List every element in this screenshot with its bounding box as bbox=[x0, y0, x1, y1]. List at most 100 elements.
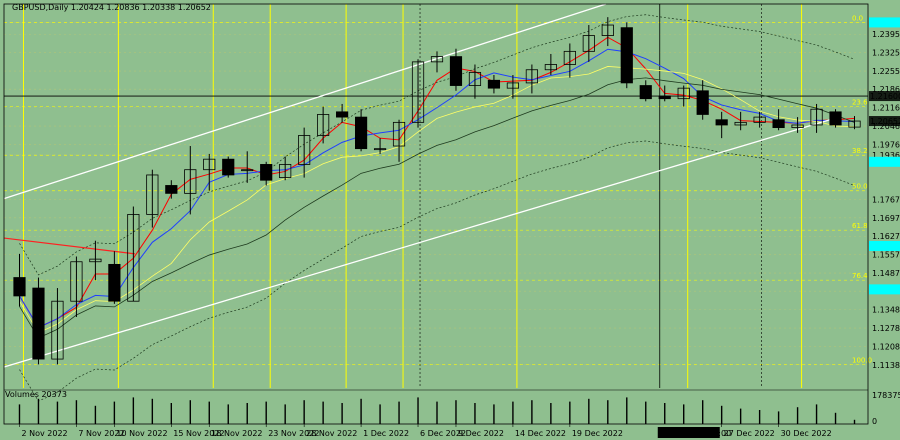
current-price-label: 1.20652 bbox=[870, 117, 900, 126]
bull-candle bbox=[506, 82, 520, 89]
y-tick-label: 1.20460 bbox=[872, 122, 900, 131]
bull-candle bbox=[677, 87, 690, 100]
bull-candle bbox=[544, 64, 557, 71]
bear-candle bbox=[165, 185, 178, 194]
x-tick-label: 2 Nov 2022 bbox=[21, 429, 67, 438]
y-tick-label: 1.23250 bbox=[872, 49, 900, 58]
fib-level-label: 61.8 bbox=[852, 222, 868, 230]
ema-red-line bbox=[19, 36, 855, 329]
fib-level-label: 50.0 bbox=[852, 183, 868, 191]
x-tick-label: 18 Nov 2022 bbox=[211, 429, 262, 438]
bull-candle bbox=[373, 148, 387, 151]
y-tick-label: 1.13480 bbox=[872, 306, 900, 315]
y-tick-label: 1.21160 bbox=[872, 104, 900, 113]
bear-candle bbox=[260, 164, 273, 181]
bear-candle bbox=[772, 119, 785, 129]
y-tick-label: 1.21860 bbox=[872, 85, 900, 94]
price-marker-box bbox=[869, 91, 900, 102]
price-marker-box bbox=[869, 240, 900, 251]
y-tick-label: 1.16270 bbox=[872, 232, 900, 241]
x-tick-label: 23 Nov 2022 bbox=[268, 429, 319, 438]
fib-level-label: 76.4 bbox=[852, 272, 868, 280]
bull-candle bbox=[563, 50, 576, 65]
x-tick-label: 9 Dec 2022 bbox=[458, 429, 504, 438]
bull-candle bbox=[146, 174, 159, 215]
x-tick-label: 7 Nov 2022 bbox=[78, 429, 124, 438]
volume-axis-label: 178375 bbox=[872, 391, 900, 400]
y-tick-label: 1.17670 bbox=[872, 195, 900, 204]
plot-frame bbox=[3, 3, 869, 425]
bull-candle bbox=[753, 116, 766, 123]
y-tick-label: 1.19360 bbox=[872, 151, 900, 160]
bollinger-lower bbox=[19, 140, 855, 402]
bear-candle bbox=[449, 56, 463, 86]
y-tick-label: 1.14870 bbox=[872, 269, 900, 278]
price-marker-box bbox=[869, 116, 900, 127]
volume-label: Volumes 20373 bbox=[5, 390, 67, 399]
bull-candle bbox=[582, 35, 595, 52]
bear-candle bbox=[715, 119, 728, 126]
bull-candle bbox=[392, 121, 406, 147]
bear-candle bbox=[336, 111, 349, 118]
x-tick-label: 1 Dec 2022 bbox=[363, 429, 409, 438]
bear-candle bbox=[829, 111, 842, 126]
fib-level-label: 23.6 bbox=[852, 99, 868, 107]
bull-candle bbox=[734, 121, 747, 126]
current-price-label: 1.21600 bbox=[870, 92, 900, 101]
ema-blue-line bbox=[19, 48, 855, 329]
price-marker-box bbox=[869, 17, 900, 28]
y-tick-label: 1.15570 bbox=[872, 251, 900, 260]
fib-level-label: 0.0 bbox=[852, 14, 863, 22]
bull-candle bbox=[279, 164, 292, 178]
fib-level-label: 38.2 bbox=[852, 147, 868, 155]
bear-candle bbox=[639, 85, 652, 100]
x-tick-label: 10 Nov 2022 bbox=[116, 429, 167, 438]
y-tick-label: 1.19760 bbox=[872, 140, 900, 149]
bear-candle bbox=[13, 277, 26, 297]
y-tick-label: 1.12780 bbox=[872, 324, 900, 333]
fib-level-label: 100.0 bbox=[852, 356, 872, 364]
bull-candle bbox=[791, 124, 804, 129]
y-tick-label: 1.16970 bbox=[872, 214, 900, 223]
bear-candle bbox=[108, 263, 121, 302]
x-tick-label: 14 Dec 2022 bbox=[515, 429, 566, 438]
bull-candle bbox=[203, 158, 216, 171]
red-trend-line bbox=[3, 237, 136, 255]
bollinger-upper bbox=[19, 14, 855, 276]
y-tick-label: 1.22550 bbox=[872, 67, 900, 76]
y-tick-label: 1.23950 bbox=[872, 30, 900, 39]
bear-candle bbox=[32, 287, 45, 360]
bull-candle bbox=[525, 69, 538, 84]
bull-candle bbox=[241, 169, 254, 172]
price-marker-box bbox=[869, 156, 900, 167]
bear-candle bbox=[222, 158, 235, 176]
bull-candle bbox=[70, 261, 83, 302]
x-tick-label: 30 Dec 2022 bbox=[781, 429, 832, 438]
ema-yellow-line bbox=[19, 66, 855, 334]
bull-candle bbox=[810, 108, 823, 126]
channel-lower-line bbox=[3, 119, 831, 368]
bull-candle bbox=[51, 300, 64, 360]
price-marker-box bbox=[869, 284, 900, 295]
bull-candle bbox=[601, 24, 614, 36]
symbol-info: GBPUSD,Daily 1.20424 1.20836 1.20338 1.2… bbox=[12, 3, 211, 12]
bull-candle bbox=[184, 169, 197, 194]
sma-line bbox=[19, 77, 855, 339]
bull-candle bbox=[468, 71, 482, 86]
x-tick-label: 27 Dec 2022 bbox=[724, 429, 775, 438]
bear-candle bbox=[354, 116, 368, 150]
bull-candle bbox=[430, 56, 444, 63]
y-tick-label: 1.12080 bbox=[872, 342, 900, 351]
x-tick-label: 15 Nov 2022 bbox=[173, 429, 224, 438]
bull-candle bbox=[89, 258, 102, 263]
bear-candle bbox=[487, 79, 501, 89]
volume-axis-label: 0 bbox=[872, 417, 877, 426]
y-tick-label: 1.11380 bbox=[872, 361, 900, 370]
crosshair-date-box bbox=[657, 427, 720, 438]
crosshair-date-label: 2022.12.22 00:00 bbox=[660, 429, 731, 438]
bull-candle bbox=[298, 135, 311, 165]
bear-candle bbox=[696, 90, 709, 115]
bull-candle bbox=[317, 114, 330, 136]
